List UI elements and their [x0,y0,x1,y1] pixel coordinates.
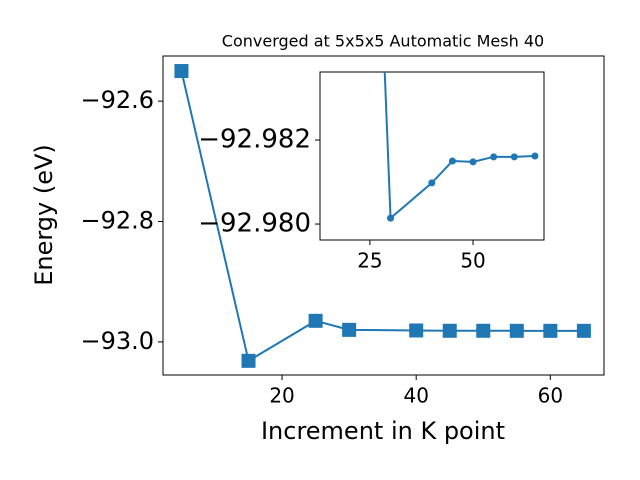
series-line [180,70,584,363]
marker [241,353,256,368]
y-axis-label: Energy (eV) [30,144,58,286]
x-tick-label: 40 [403,384,428,408]
marker [442,323,457,338]
marker [509,323,524,338]
marker [387,214,395,222]
marker [576,323,591,338]
marker [543,323,558,338]
y-tick-label: −92.980 [198,209,311,239]
marker [476,323,491,338]
marker [469,158,477,166]
marker [510,153,518,161]
marker [308,313,323,328]
marker [174,64,189,79]
y-tick-label: −92.8 [80,207,154,235]
x-tick-label: 20 [269,384,294,408]
marker [342,322,357,337]
marker [409,323,424,338]
marker [531,152,539,160]
marker [448,157,456,165]
marker [428,179,436,187]
plot-content [174,64,591,368]
y-tick-label: −92.982 [198,125,311,155]
y-tick-label: −92.6 [80,86,154,114]
plot-content [383,72,539,222]
x-tick-label: 60 [538,384,563,408]
marker [490,153,498,161]
x-axis-label: Increment in K point [261,417,505,445]
x-tick-label: 50 [460,249,485,273]
chart-title: Converged at 5x5x5 Automatic Mesh 40 [222,32,544,51]
y-tick-label: −93.0 [80,327,154,355]
x-tick-label: 25 [357,249,382,273]
